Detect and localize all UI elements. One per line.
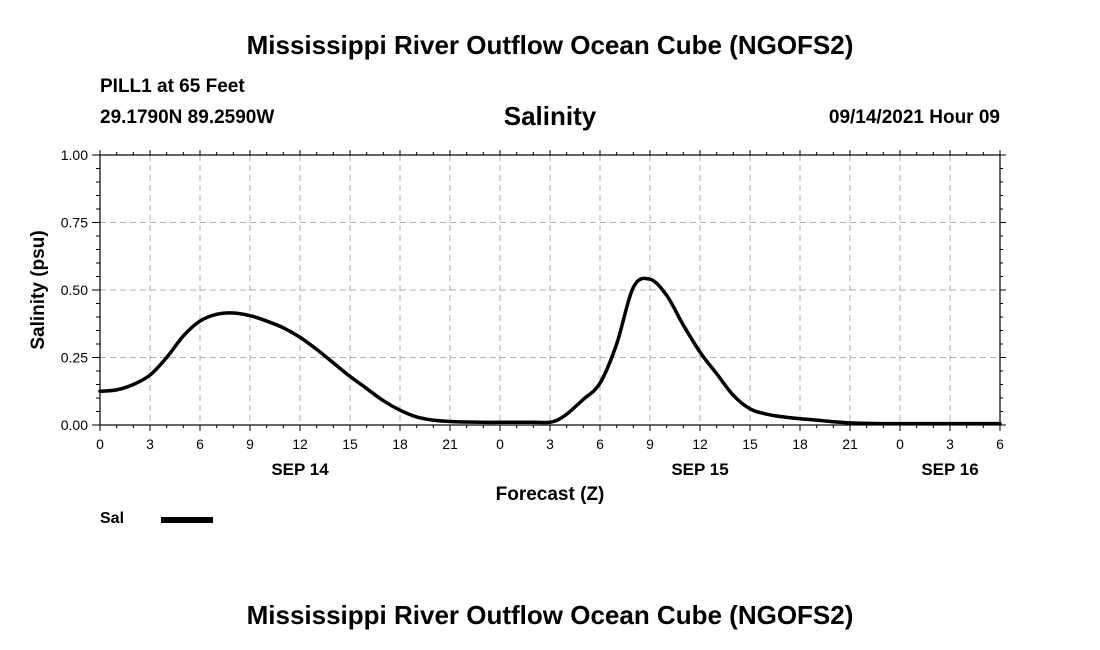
x-tick-label: 0 (896, 436, 904, 452)
x-tick-label: 21 (842, 436, 858, 452)
x-tick-label: 0 (96, 436, 104, 452)
x-tick-label: 3 (146, 436, 154, 452)
y-tick-label: 0.50 (61, 282, 88, 298)
x-tick-label: 18 (792, 436, 808, 452)
station-coordinates: 29.1790N 89.2590W (100, 107, 275, 128)
y-tick-label: 0.75 (61, 215, 88, 231)
x-tick-label: 0 (496, 436, 504, 452)
date-label: SEP 14 (271, 460, 329, 479)
x-tick-label: 9 (246, 436, 254, 452)
x-tick-label: 15 (742, 436, 758, 452)
legend-label: Sal (100, 510, 125, 527)
forecast-datetime: 09/14/2021 Hour 09 (828, 107, 1000, 128)
x-axis-label: Forecast (Z) (496, 484, 605, 505)
x-tick-label: 6 (196, 436, 204, 452)
x-tick-label: 3 (946, 436, 954, 452)
x-tick-label: 15 (342, 436, 358, 452)
y-tick-label: 1.00 (61, 147, 88, 163)
x-tick-label: 3 (546, 436, 554, 452)
x-tick-label: 18 (392, 436, 408, 452)
y-tick-label: 0.00 (61, 417, 88, 433)
date-label: SEP 15 (671, 460, 728, 479)
plot-frame (99, 154, 1001, 426)
legend-swatch (161, 517, 213, 523)
footer-title: Mississippi River Outflow Ocean Cube (NG… (246, 600, 854, 630)
x-tick-label: 21 (442, 436, 458, 452)
x-tick-label: 12 (292, 436, 308, 452)
date-label: SEP 16 (921, 460, 978, 479)
y-axis-label: Salinity (psu) (28, 230, 49, 349)
station-label: PILL1 at 65 Feet (100, 76, 245, 97)
series-line-sal (98, 276, 1002, 426)
x-tick-label: 12 (692, 436, 708, 452)
x-tick-label: 6 (596, 436, 604, 452)
chart-subtitle: Salinity (503, 101, 597, 131)
chart-main-title: Mississippi River Outflow Ocean Cube (NG… (246, 30, 854, 60)
x-tick-label: 6 (996, 436, 1004, 452)
x-tick-label: 9 (646, 436, 654, 452)
y-tick-label: 0.25 (61, 350, 88, 366)
